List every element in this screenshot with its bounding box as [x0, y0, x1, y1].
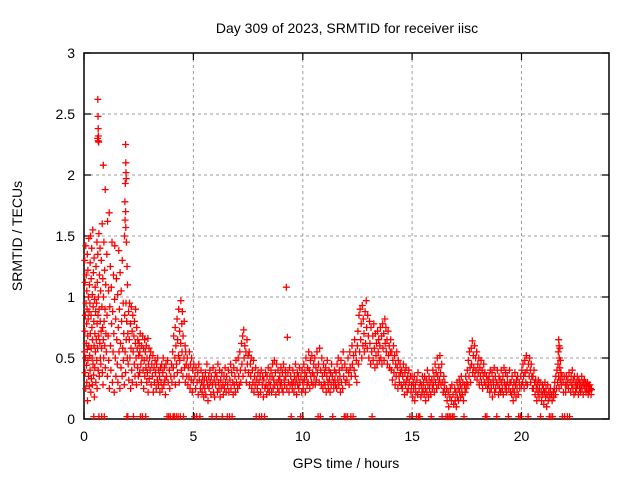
y-axis-title: SRMTID / TECUs — [9, 180, 25, 292]
y-tick-label: 0 — [67, 411, 75, 427]
y-tick-label: 1.5 — [56, 228, 76, 244]
chart-title: Day 309 of 2023, SRMTID for receiver iis… — [215, 20, 479, 36]
x-tick-label: 15 — [404, 428, 420, 444]
y-tick-label: 2.5 — [56, 106, 76, 122]
y-tick-label: 3 — [67, 45, 75, 61]
y-tick-label: 1 — [67, 289, 75, 305]
x-tick-label: 5 — [189, 428, 197, 444]
x-tick-label: 0 — [80, 428, 88, 444]
x-tick-label: 20 — [514, 428, 530, 444]
tick-labels: 0 5 10 15 20 0 0.5 1 1.5 2 2.5 3 — [56, 45, 530, 444]
scatter-plus-markers — [80, 95, 595, 421]
y-tick-label: 2 — [67, 167, 75, 183]
data-points-series — [80, 95, 595, 421]
gridlines — [84, 53, 609, 419]
x-axis-title: GPS time / hours — [292, 455, 400, 471]
x-tick-label: 10 — [295, 428, 311, 444]
y-tick-label: 0.5 — [56, 350, 76, 366]
